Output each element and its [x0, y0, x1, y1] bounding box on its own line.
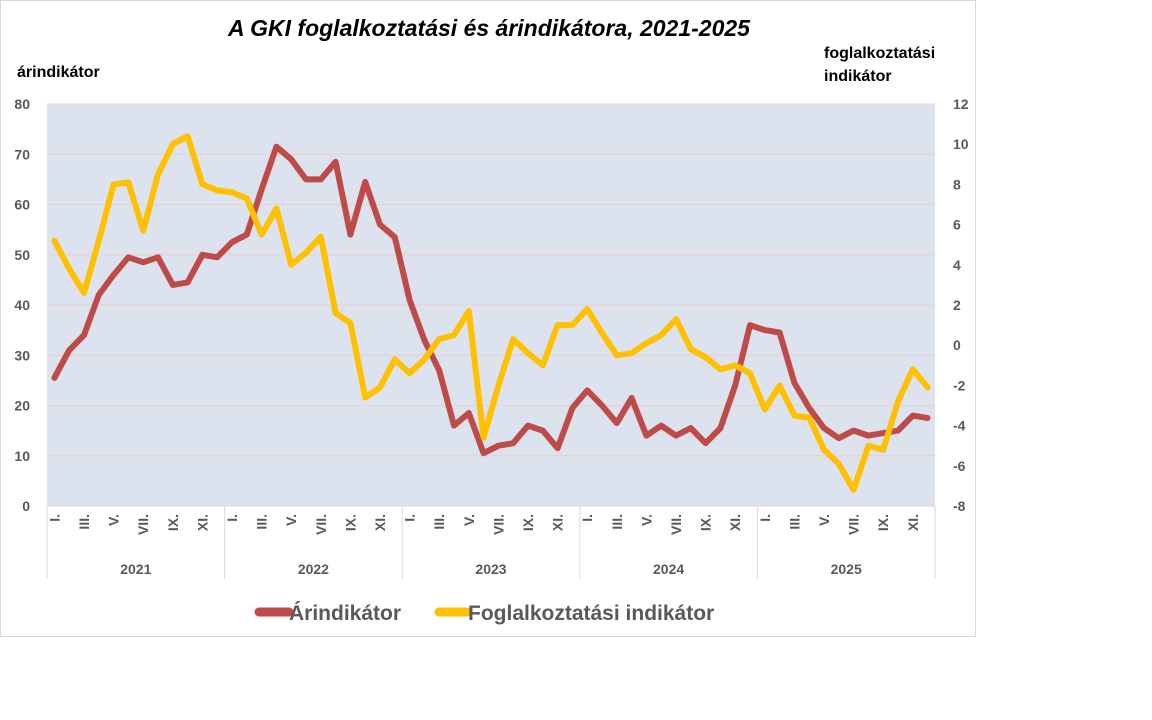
year-label: 2025 — [831, 561, 862, 577]
month-tick-label: III. — [431, 514, 447, 530]
left-axis-tick-label: 70 — [14, 146, 30, 162]
right-axis-tick-label: 4 — [953, 257, 961, 273]
month-tick-label: I. — [757, 514, 773, 522]
right-axis-tick-label: 6 — [953, 217, 961, 233]
right-axis-tick-label: -8 — [953, 498, 966, 514]
month-tick-label: XI. — [550, 514, 566, 531]
x-axis: I. III. V. VII. IX. XI. I. III. V. VII. IX. XI. I. II… — [46, 505, 936, 579]
month-tick-label: V. — [816, 514, 832, 526]
month-tick-label: XI. — [727, 514, 743, 531]
month-tick-label: I. — [579, 514, 595, 522]
right-axis-tick-label: 8 — [953, 176, 961, 192]
left-axis-tick-label: 40 — [14, 297, 30, 313]
series-layer — [51, 133, 931, 493]
month-tick-label: V. — [283, 514, 299, 526]
left-axis-ticks: 0 10 20 30 40 50 60 70 80 — [14, 96, 30, 514]
month-tick-label: IX. — [342, 514, 358, 531]
left-axis-title: árindikátor — [17, 64, 100, 81]
month-tick-label: I. — [46, 514, 62, 522]
right-axis-title-line-2: indikátor — [824, 68, 892, 85]
line-chart: A GKI foglalkoztatási és árindikátora, 2… — [14, 15, 969, 625]
year-label: 2022 — [298, 561, 329, 577]
month-tick-label: III. — [609, 514, 625, 530]
month-tick-label: III. — [254, 514, 270, 530]
month-tick-label: XI. — [372, 514, 388, 531]
month-tick-label: IX. — [698, 514, 714, 531]
left-axis-tick-label: 60 — [14, 197, 30, 213]
month-tick-label: I. — [402, 514, 418, 522]
month-tick-label: IX. — [165, 514, 181, 531]
left-axis-tick-label: 50 — [14, 247, 30, 263]
right-axis-tick-label: -2 — [953, 377, 966, 393]
year-label: 2023 — [475, 561, 506, 577]
right-axis-tick-label: -6 — [953, 458, 966, 474]
month-tick-label: VII. — [313, 514, 329, 535]
month-tick-label: XI. — [194, 514, 210, 531]
right-axis-tick-label: 12 — [953, 96, 969, 112]
legend-label-foglalkoztatasi: Foglalkoztatási indikátor — [468, 602, 714, 625]
month-tick-label: IX. — [875, 514, 891, 531]
left-axis-tick-label: 30 — [14, 347, 30, 363]
right-axis-tick-label: 2 — [953, 297, 961, 313]
right-axis-tick-label: 10 — [953, 136, 969, 152]
year-label: 2024 — [653, 561, 684, 577]
month-tick-label: VII. — [668, 514, 684, 535]
left-axis-tick-label: 0 — [22, 498, 30, 514]
month-tick-label: V. — [638, 514, 654, 526]
right-axis-ticks: -8 -6 -4 -2 0 2 4 6 8 10 12 — [953, 96, 969, 514]
legend-label-arindikator: Árindikátor — [289, 602, 401, 625]
right-axis-tick-label: 0 — [953, 337, 961, 353]
month-tick-label: V. — [461, 514, 477, 526]
year-label: 2021 — [120, 561, 151, 577]
month-tick-label: V. — [106, 514, 122, 526]
month-tick-label: I. — [224, 514, 240, 522]
left-axis-tick-label: 20 — [14, 398, 30, 414]
month-tick-label: VII. — [490, 514, 506, 535]
legend: Árindikátor Foglalkoztatási indikátor — [254, 602, 714, 625]
left-axis-tick-label: 80 — [14, 96, 30, 112]
month-tick-label: VII. — [846, 514, 862, 535]
month-tick-label: III. — [786, 514, 802, 530]
right-axis-tick-label: -4 — [953, 418, 966, 434]
month-tick-label: XI. — [905, 514, 921, 531]
month-tick-label: III. — [76, 514, 92, 530]
right-axis-title-line-1: foglalkoztatási — [824, 45, 935, 62]
series-line-foglalkoztatasi — [51, 133, 931, 493]
chart-frame: A GKI foglalkoztatási és árindikátora, 2… — [0, 0, 976, 637]
month-tick-label: VII. — [135, 514, 151, 535]
left-axis-tick-label: 10 — [14, 448, 30, 464]
series-line-arindikator — [51, 143, 931, 457]
chart-title: A GKI foglalkoztatási és árindikátora, 2… — [227, 15, 751, 41]
month-tick-label: IX. — [520, 514, 536, 531]
